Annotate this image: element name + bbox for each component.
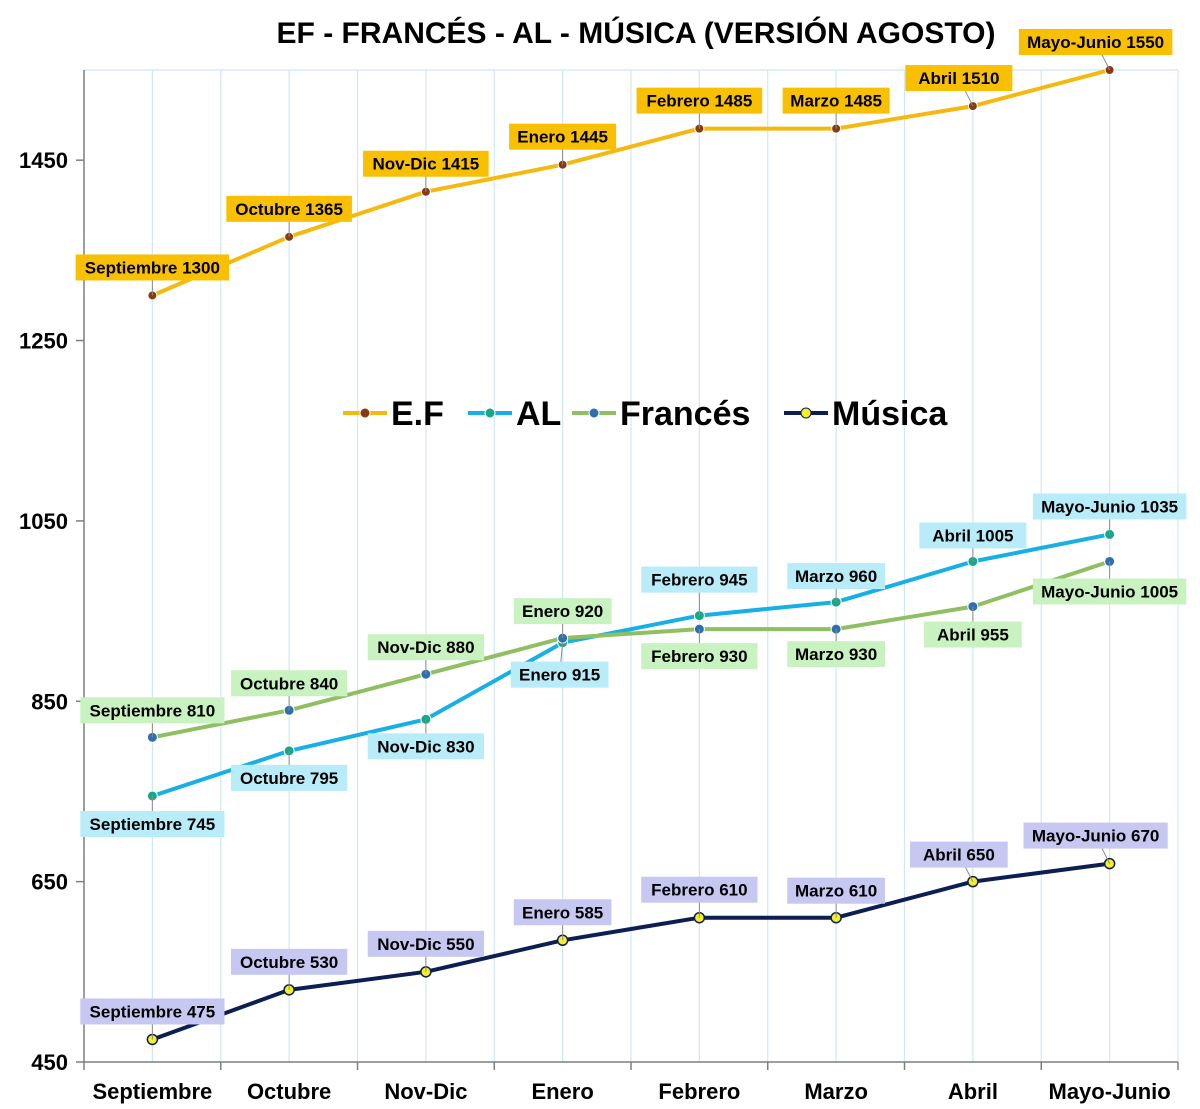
data-label-box (367, 634, 485, 661)
data-label: Septiembre 1300 (85, 258, 220, 277)
data-label: Febrero 1485 (646, 92, 752, 111)
series-line (150, 532, 1112, 798)
data-label: Nov-Dic 880 (377, 638, 474, 657)
data-label: Octubre 795 (240, 769, 338, 788)
data-label-box (787, 563, 885, 590)
data-label: Octubre 840 (240, 674, 338, 693)
data-label-box (363, 150, 489, 177)
legend-swatch-marker (359, 407, 371, 419)
data-label: Octubre 1365 (235, 200, 343, 219)
legend-swatch-marker (484, 407, 496, 419)
data-label-box (905, 65, 1013, 92)
data-label-box (80, 810, 225, 837)
data-label-box (230, 670, 348, 697)
data-label-box (910, 841, 1008, 868)
data-label: Marzo 1485 (790, 92, 882, 111)
series-line (150, 559, 1112, 740)
series-line (150, 68, 1112, 298)
legend: E.F AL Francés Música (343, 395, 948, 433)
data-label: Abril 650 (923, 846, 995, 865)
y-tick-label: 650 (31, 870, 68, 895)
data-label-box (1018, 29, 1173, 55)
data-label: Marzo 930 (795, 645, 877, 664)
data-label-box (230, 948, 348, 975)
y-tick-label: 450 (31, 1050, 68, 1075)
y-tick-label: 1250 (19, 329, 68, 354)
x-tick-label: Octubre (247, 1079, 331, 1104)
data-label-box (787, 877, 885, 904)
data-label-box (80, 998, 225, 1025)
y-tick-label: 850 (31, 689, 68, 714)
data-label-box (641, 643, 758, 670)
data-label: Septiembre 745 (90, 815, 216, 834)
y-tick-label: 1450 (19, 148, 68, 173)
data-label: Febrero 930 (651, 647, 747, 666)
data-label: Enero 585 (522, 903, 603, 922)
data-label: Marzo 960 (795, 567, 877, 586)
data-label-box (510, 661, 609, 688)
data-label: Mayo-Junio 1005 (1041, 582, 1178, 601)
data-label: Nov-Dic 830 (377, 737, 474, 756)
data-label-box (509, 123, 617, 150)
data-label: Enero 915 (519, 666, 600, 685)
series-line (150, 861, 1112, 1042)
data-label-box (226, 195, 352, 222)
legend-label: Francés (620, 395, 750, 433)
data-label-box (782, 87, 890, 114)
data-label: Febrero 945 (651, 571, 747, 590)
data-label-box (230, 764, 348, 791)
legend-swatch-marker (588, 407, 600, 419)
data-label: Febrero 610 (651, 881, 747, 900)
legend-label: E.F (391, 395, 444, 433)
data-label: Septiembre 810 (90, 701, 216, 720)
data-label-box (513, 598, 612, 625)
data-label: Abril 1510 (918, 69, 999, 88)
data-label: Abril 1005 (932, 526, 1013, 545)
data-label: Enero 920 (522, 602, 603, 621)
data-label-box (367, 733, 485, 760)
data-label-box (1032, 493, 1187, 520)
data-label-box (75, 254, 230, 281)
data-label: Enero 1445 (517, 128, 608, 147)
data-labels: Septiembre 1300 Octubre 1365 Nov-Dic 1415 E… (75, 29, 1187, 1040)
data-label: Septiembre 475 (90, 1002, 216, 1021)
data-label: Mayo-Junio 670 (1032, 827, 1160, 846)
data-label-box (919, 522, 1027, 549)
chart-title: EF - FRANCÉS - AL - MÚSICA (VERSIÓN AGOS… (277, 16, 996, 50)
data-label: Nov-Dic 550 (377, 935, 474, 954)
data-label-box (641, 566, 758, 593)
data-label-box (1032, 578, 1187, 605)
x-tick-label: Mayo-Junio (1049, 1079, 1171, 1104)
data-label: Mayo-Junio 1035 (1041, 497, 1178, 516)
data-label-box (641, 876, 758, 903)
data-label-box (1023, 822, 1168, 849)
axes: 450 650 850 1050 1250 1450 Septiembre Octubre No… (19, 70, 1179, 1104)
x-tick-label: Marzo (804, 1079, 868, 1104)
x-tick-label: Abril (948, 1079, 998, 1104)
data-label-box (367, 930, 485, 957)
legend-label: Música (832, 395, 948, 433)
data-label: Abril 955 (937, 626, 1009, 645)
data-label-box (636, 87, 763, 114)
data-label-box (787, 641, 885, 668)
x-tick-label: Enero (531, 1079, 593, 1104)
data-label: Nov-Dic 1415 (372, 155, 479, 174)
data-label-box (513, 899, 612, 926)
data-label: Mayo-Junio 1550 (1027, 33, 1164, 52)
data-label: Octubre 530 (240, 953, 338, 972)
x-tick-label: Septiembre (92, 1079, 212, 1104)
legend-swatch-marker (800, 407, 812, 419)
legend-label: AL (516, 395, 561, 433)
x-tick-label: Febrero (658, 1079, 740, 1104)
data-label: Marzo 610 (795, 882, 877, 901)
y-tick-label: 1050 (19, 509, 68, 534)
data-label-box (924, 621, 1022, 648)
data-label-box (80, 697, 225, 724)
x-tick-label: Nov-Dic (384, 1079, 467, 1104)
